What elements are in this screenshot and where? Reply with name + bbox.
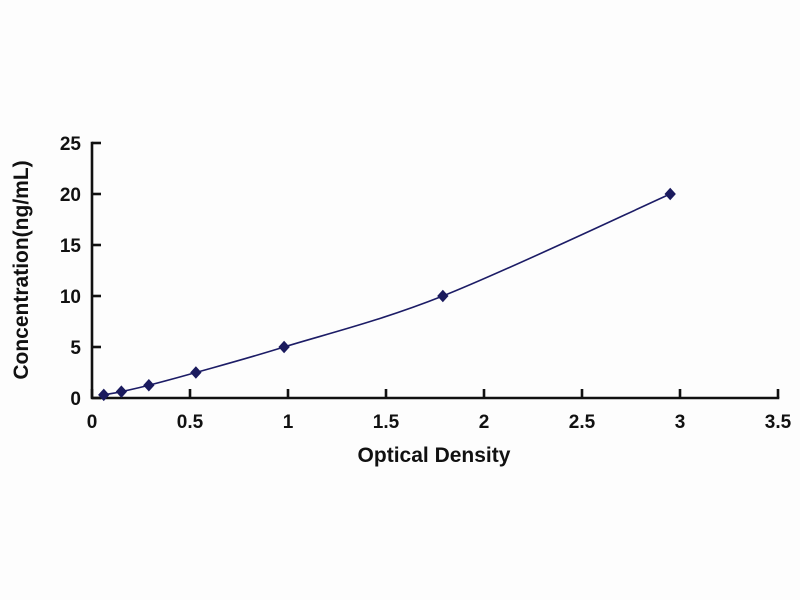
x-axis-title: Optical Density xyxy=(358,444,511,467)
y-tick-label: 25 xyxy=(60,134,82,155)
axis-lines xyxy=(90,141,780,400)
x-tick-label: 3.5 xyxy=(765,412,792,433)
x-tick-label: 3 xyxy=(675,412,686,433)
data-point-marker xyxy=(664,187,676,201)
x-tick-label: 0.5 xyxy=(177,412,204,433)
x-tick-label: 1.5 xyxy=(373,412,400,433)
y-tick-label: 15 xyxy=(60,236,82,257)
y-tick-label: 20 xyxy=(60,185,81,206)
x-tick-label: 2 xyxy=(479,412,490,433)
data-point-marker xyxy=(278,340,290,354)
y-tick-label: 0 xyxy=(70,389,81,410)
axis-ticks xyxy=(90,141,780,400)
y-axis-title: Concentration(ng/mL) xyxy=(10,160,33,379)
data-series xyxy=(98,187,676,402)
data-point-marker xyxy=(143,379,155,392)
data-point-marker xyxy=(190,366,202,379)
y-tick-label: 5 xyxy=(70,338,81,359)
axes xyxy=(90,141,780,400)
x-tick-label: 0 xyxy=(87,412,98,433)
data-point-marker xyxy=(115,385,128,398)
series-line xyxy=(103,193,671,396)
y-tick-label: 10 xyxy=(60,287,81,308)
x-tick-label: 2.5 xyxy=(569,412,596,433)
data-point-marker xyxy=(98,388,110,402)
tick-labels: 0 0.5 1 1.5 2 2.5 3 3.5 0 5 10 15 20 25 xyxy=(60,134,792,433)
x-tick-label: 1 xyxy=(283,412,294,433)
data-point-marker xyxy=(437,289,449,303)
